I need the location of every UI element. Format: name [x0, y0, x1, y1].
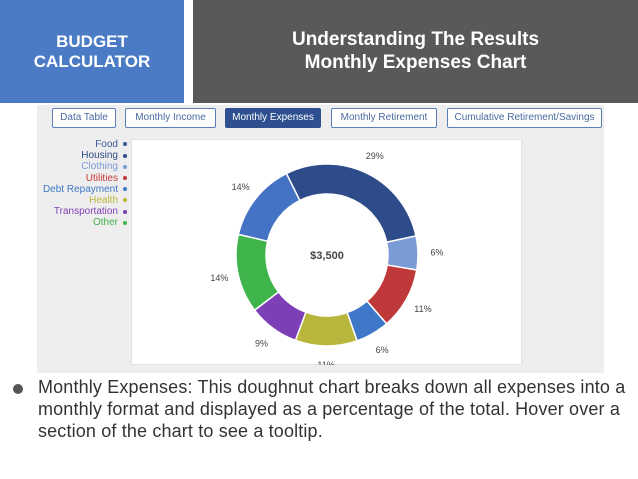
- slice-clothing[interactable]: [385, 235, 419, 271]
- slice-percent-label: 6%: [430, 248, 443, 258]
- slice-housing[interactable]: [285, 163, 417, 244]
- legend-dot-icon: [123, 164, 127, 169]
- slide-title-line-2: Monthly Expenses Chart: [304, 52, 527, 73]
- legend-dot-icon: [123, 187, 127, 192]
- legend-item-food[interactable]: Food: [95, 139, 127, 150]
- header-title-line-2: CALCULATOR: [33, 52, 151, 71]
- slice-percent-label: 9%: [255, 338, 268, 348]
- slice-percent-label: 11%: [414, 304, 431, 314]
- tab-cumulative-retirement-savings[interactable]: Cumulative Retirement/Savings: [447, 108, 602, 128]
- legend-dot-icon: [123, 175, 127, 180]
- header-left-panel: BUDGET CALCULATOR: [0, 0, 184, 103]
- legend-item-debt-repayment[interactable]: Debt Repayment: [43, 184, 127, 195]
- doughnut-chart: 29% 6% 11% 6% 11% 9% 14% 14% $3,500: [210, 151, 443, 365]
- bullet-icon: [13, 384, 23, 394]
- legend-label: Housing: [81, 150, 118, 162]
- legend-item-clothing[interactable]: Clothing: [81, 161, 127, 172]
- slice-percent-label: 6%: [376, 345, 389, 355]
- bullet-text: Monthly Expenses: This doughnut chart br…: [38, 377, 626, 441]
- legend-label: Utilities: [85, 172, 118, 184]
- legend-dot-icon: [123, 220, 127, 225]
- slice-percent-label: 29%: [366, 151, 384, 161]
- legend-item-utilities[interactable]: Utilities: [86, 173, 127, 184]
- legend-dot-icon: [123, 153, 127, 158]
- legend-dot-icon: [123, 142, 127, 147]
- header-right-panel: Understanding The Results Monthly Expens…: [193, 0, 638, 103]
- legend-label: Transportation: [53, 206, 118, 218]
- tab-data-table[interactable]: Data Table: [52, 108, 116, 128]
- tab-monthly-expenses[interactable]: Monthly Expenses: [225, 108, 321, 128]
- legend-label: Health: [89, 195, 118, 206]
- slice-percent-label: 11%: [317, 360, 334, 365]
- slice-percent-label: 14%: [210, 273, 228, 283]
- legend-dot-icon: [123, 209, 127, 214]
- legend-label: Other: [92, 217, 118, 229]
- chart-center-total: $3,500: [310, 250, 344, 262]
- tab-monthly-retirement[interactable]: Monthly Retirement: [331, 108, 437, 128]
- slice-food[interactable]: [237, 172, 301, 243]
- header-title-line-1: BUDGET: [56, 32, 128, 51]
- legend-dot-icon: [123, 198, 127, 203]
- legend-item-other[interactable]: Other: [93, 217, 127, 228]
- slide-title-line-1: Understanding The Results: [291, 29, 540, 50]
- legend-label: Food: [95, 139, 118, 150]
- tab-monthly-income[interactable]: Monthly Income: [125, 108, 216, 128]
- legend-item-health[interactable]: Health: [89, 195, 127, 206]
- legend-item-housing[interactable]: Housing: [81, 150, 127, 161]
- slice-percent-label: 14%: [232, 182, 250, 192]
- legend-item-transportation[interactable]: Transportation: [54, 206, 127, 217]
- legend-label: Clothing: [81, 161, 118, 173]
- legend-label: Debt Repayment: [42, 183, 118, 195]
